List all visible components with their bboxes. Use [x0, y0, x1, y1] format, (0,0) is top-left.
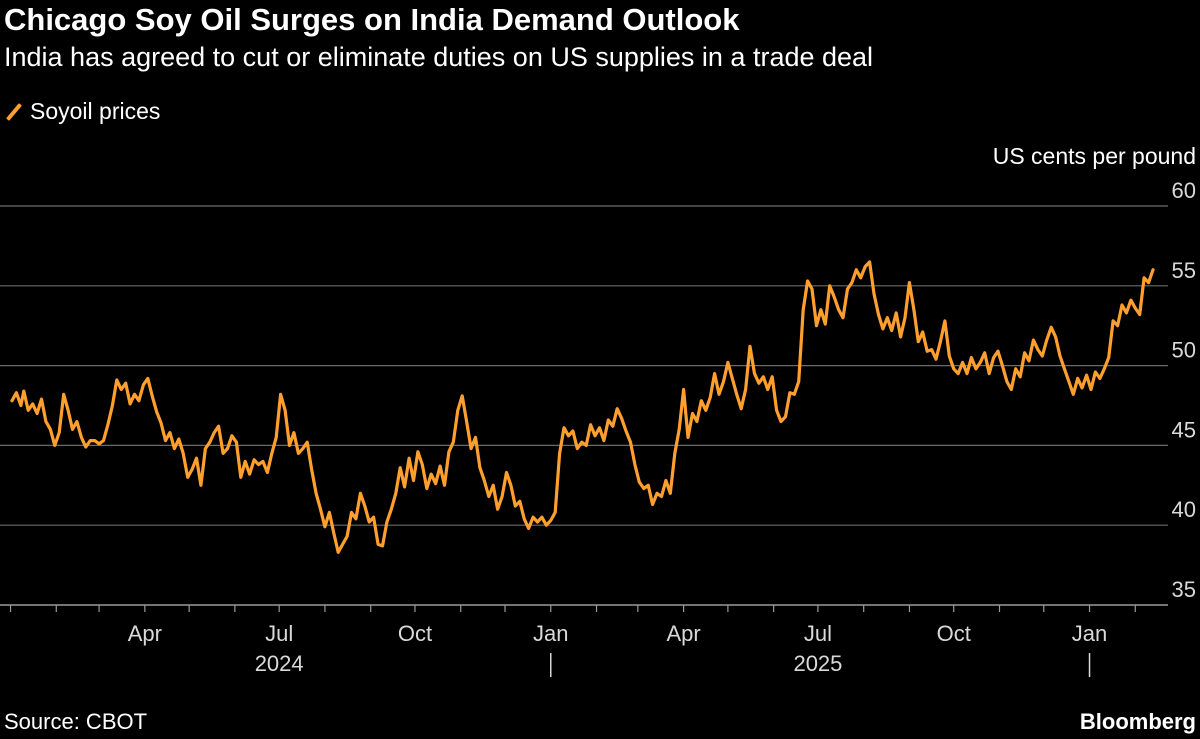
y-tick-label-60: 60 — [1172, 178, 1196, 203]
x-tick-label-24: Jan — [1072, 621, 1107, 646]
brand-logo: Bloomberg — [1079, 709, 1196, 734]
y-tick-label-35: 35 — [1172, 577, 1196, 602]
x-tick-label-12: Jan — [533, 621, 568, 646]
year-label-2024: 2024 — [255, 651, 304, 676]
x-tick-label-9: Oct — [398, 621, 432, 646]
x-tick-label-21: Oct — [937, 621, 971, 646]
x-tick-label-3: Apr — [128, 621, 162, 646]
series-line-soyoil-prices — [10, 260, 1155, 554]
x-axis: Apr Jul Oct Jan Apr Jul Oct Jan 2024 2025 — [9, 605, 1136, 677]
y-axis-unit-label: US cents per pound — [992, 143, 1196, 169]
y-tick-label-50: 50 — [1172, 338, 1196, 363]
series-group — [10, 260, 1155, 554]
chart-legend: Soyoil prices — [4, 98, 160, 125]
y-axis-ticks: 35 40 45 50 55 60 — [1172, 178, 1196, 602]
x-tick-label-15: Apr — [666, 621, 700, 646]
y-tick-label-55: 55 — [1172, 258, 1196, 283]
year-label-2025: 2025 — [793, 651, 842, 676]
chart-subtitle: India has agreed to cut or eliminate dut… — [4, 42, 874, 72]
x-tick-label-18: Jul — [804, 621, 832, 646]
chart-title: Chicago Soy Oil Surges on India Demand O… — [4, 2, 740, 37]
y-tick-label-40: 40 — [1172, 497, 1196, 522]
source-note: Source: CBOT — [4, 709, 148, 734]
x-tick-label-6: Jul — [265, 621, 293, 646]
gridlines — [0, 205, 1168, 606]
legend-label-soyoil: Soyoil prices — [30, 98, 161, 124]
y-tick-label-45: 45 — [1172, 417, 1196, 442]
